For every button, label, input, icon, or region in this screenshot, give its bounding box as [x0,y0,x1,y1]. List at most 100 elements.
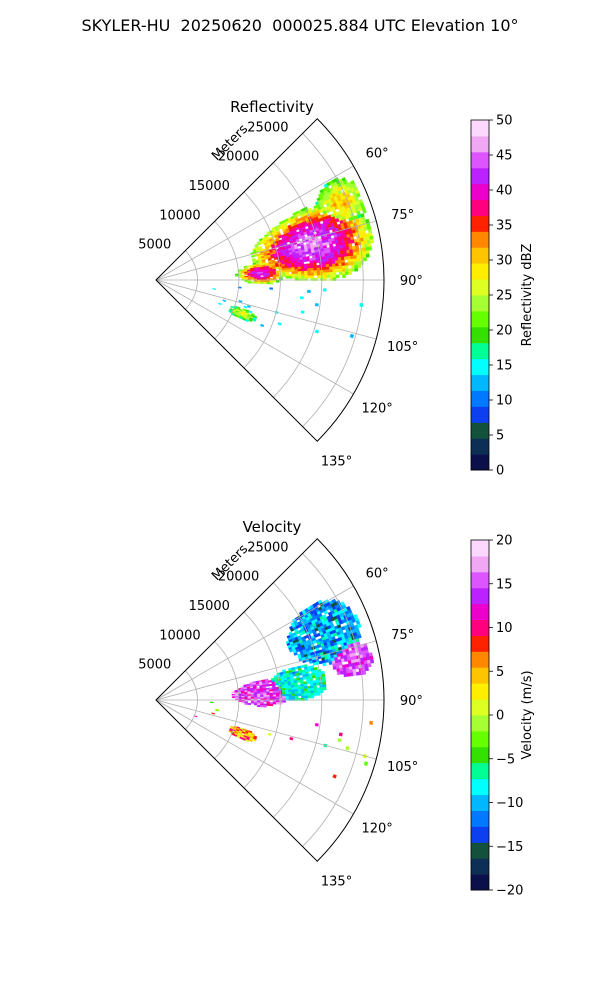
colorbar-tick-label: −5 [496,752,515,767]
radar-gate [356,192,361,198]
radar-gate [250,281,255,284]
radar-gate [363,761,369,766]
colorbar-swatch [471,231,489,248]
radar-gate [279,700,283,703]
radar-gate [307,695,312,699]
radar-gate [316,275,321,279]
radar-gate [322,662,327,667]
radar-gate [300,690,305,694]
colorbar-tick-label: 40 [496,184,513,199]
radar-gate [301,273,305,277]
radar-gate [244,702,249,705]
radar-gate [215,709,219,712]
colorbar: −20 −15 −10 −5 0 5 10 15 20 Velocity (m/s) [470,534,535,899]
radar-gate [294,269,299,272]
radar-gate [349,333,355,339]
radar-gate [325,266,330,271]
radar-gate [348,268,352,272]
radar-gate [279,696,283,699]
radar-gate [297,688,302,692]
radar-gate [344,268,349,272]
radar-gate [275,266,280,270]
radar-gate [273,257,278,260]
azimuth-gridline [155,640,377,701]
radar-gate [322,686,327,691]
radar-gate [294,695,299,699]
colorbar-swatch [471,295,489,312]
colorbar-swatch [471,778,489,796]
radar-gate [269,270,274,274]
range-tick-label: 15000 [189,179,230,194]
radar-gate [268,683,273,687]
radar-gate [288,273,293,277]
sector-outline [155,538,385,862]
radar-gate [344,262,349,267]
radar-gate [263,705,267,708]
radar-gate [341,268,346,273]
radar-gate [300,310,305,314]
radar-gate [306,263,311,267]
colorbar-swatch [471,540,489,557]
radar-gate [248,738,253,743]
radar-gate [269,694,274,698]
colorbar-swatch [471,842,489,859]
radar-gate [269,690,274,694]
radar-gate [272,280,277,283]
radar-gate [332,774,337,779]
radar-gate [309,685,314,689]
radar-gate [246,265,251,268]
radar-gate [362,208,367,214]
radar-gate [272,692,277,696]
radar-gate [297,686,302,690]
radar-gate [253,703,258,706]
radar-gate [322,269,327,273]
radar-gate [269,274,274,278]
radar-gate [335,263,339,267]
radar-gate [269,696,274,699]
radar-gate [338,271,343,276]
colorbar-swatch [471,762,489,780]
radar-gate [260,276,264,279]
radar-gate [367,246,373,251]
colorbar-tick-label: 15 [496,577,513,592]
radar-gate [269,692,274,696]
colorbar-swatch [471,635,489,652]
radar-gate [266,281,271,285]
radar-gate [316,690,321,694]
radar-gate [337,257,342,261]
radar-gate [244,277,249,280]
radar-gate [260,281,264,285]
radar-gate [252,318,257,322]
radar-gate [354,267,359,272]
radar-gate [311,675,316,679]
radar-gate [307,272,312,277]
radar-gate [291,275,296,279]
colorbar-swatch [471,406,489,423]
radar-gate [341,259,346,264]
radar-gate [353,258,358,263]
radar-gate [362,670,367,675]
radar-gate [304,270,308,274]
radar-gate [304,690,308,694]
colorbar-swatch [471,715,489,732]
radar-gate [323,274,327,279]
radar-gate [250,277,255,279]
radar-gate [244,697,249,700]
radar-gate [306,258,310,262]
radar-gate [367,663,372,668]
range-tick-label: 25000 [247,540,288,555]
radar-gate [269,272,274,276]
radar-gate [300,270,305,274]
colorbar-swatch [471,730,489,748]
radar-gate [285,276,289,279]
colorbar-swatch [471,603,489,621]
radar-gate [240,271,245,274]
radar-gate [356,257,361,262]
colorbar-tick-label: 0 [496,464,504,479]
radar-gate [291,273,296,277]
radar-gate [306,685,311,689]
radar-gate [209,701,214,704]
radar-gate [365,253,370,258]
radar-gate [266,276,271,279]
colorbar-tick-label: 20 [496,324,513,339]
